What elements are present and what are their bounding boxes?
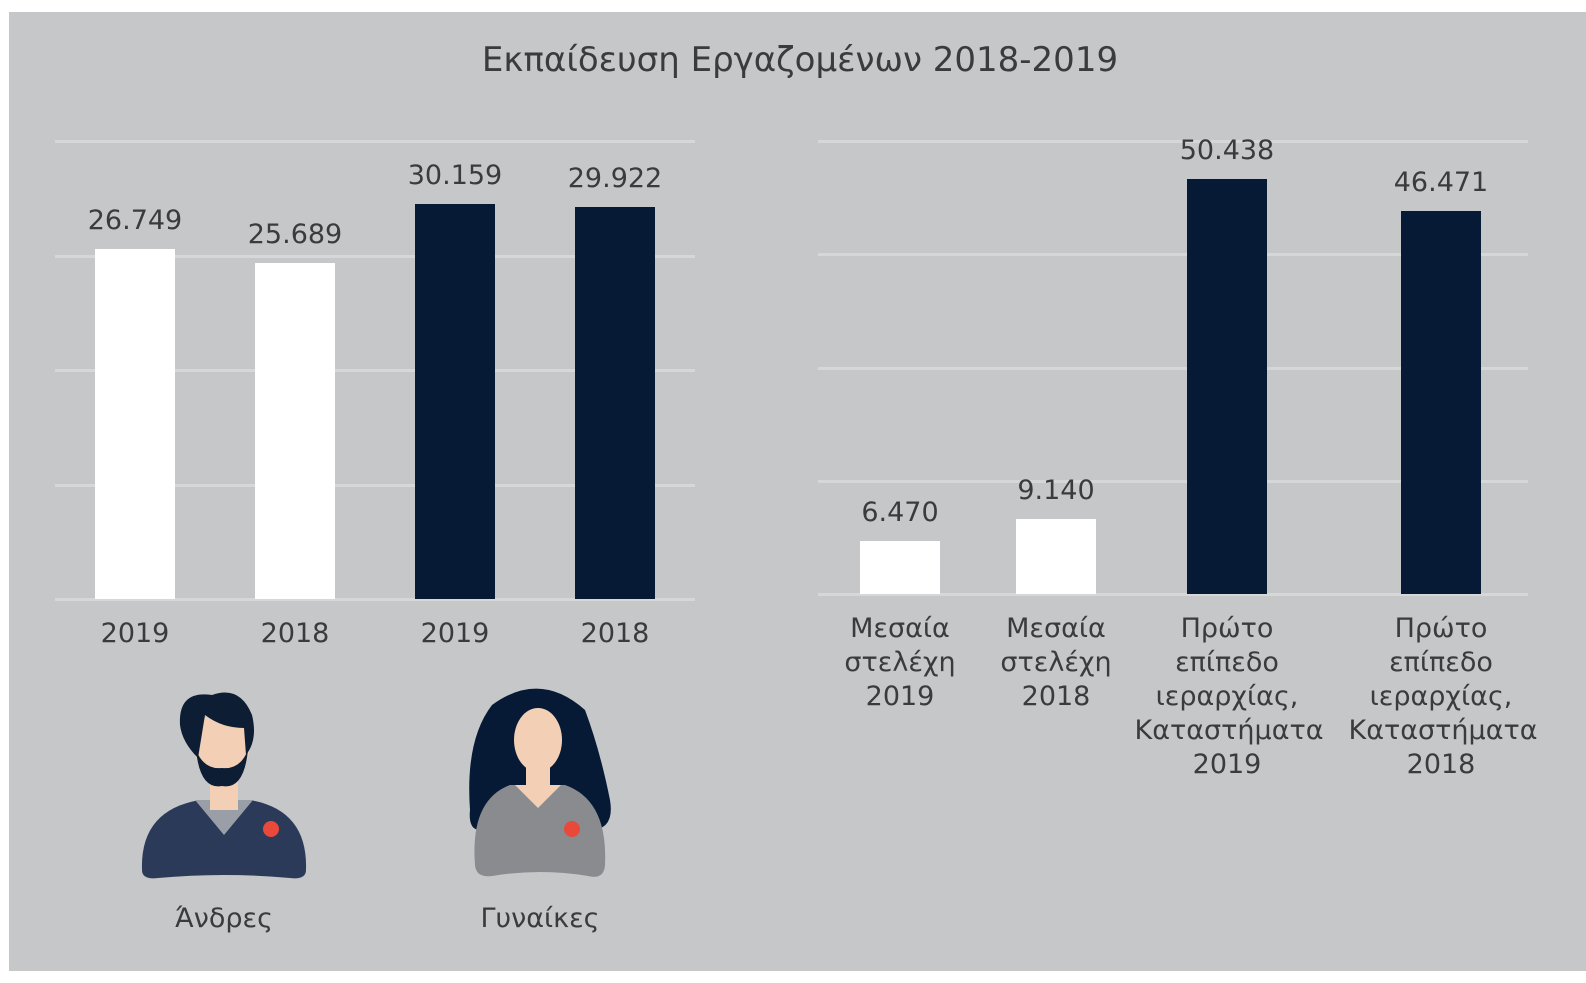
woman-icon (469, 688, 611, 877)
grid-line (55, 598, 695, 601)
grid-line (818, 479, 1528, 483)
x-tick-label: 2019 (420, 618, 490, 649)
value-label: 29.922 (567, 163, 663, 195)
bar (255, 262, 335, 599)
value-label: 25.689 (247, 218, 343, 250)
bar (1016, 518, 1096, 594)
grid-line (55, 369, 695, 372)
value-label: 26.749 (87, 204, 183, 236)
value-label: 9.140 (1017, 474, 1095, 506)
title: Εκπαίδευση Εργαζομένων 2018-2019 (481, 40, 1119, 80)
bar (95, 248, 175, 599)
bar (1187, 178, 1267, 594)
grid-line (55, 483, 695, 487)
x-tick-label: 2018 (260, 618, 330, 649)
x-tick-label: Μεσαία στελέχη 2019 (844, 613, 956, 712)
grid-line (818, 593, 1528, 596)
grid-line (55, 254, 695, 258)
x-tick-label: 2019 (100, 618, 170, 649)
x-tick-label: 2018 (580, 618, 650, 649)
bar (860, 540, 940, 594)
x-tick-label: Μεσαία στελέχη 2018 (1000, 613, 1112, 712)
bar (575, 207, 655, 599)
bar (415, 204, 495, 599)
x-tick-label: Πρώτο επίπεδο ιεραρχίας, Καταστήματα 201… (1134, 613, 1324, 780)
value-label: 46.471 (1393, 167, 1489, 199)
x-tick-label: Πρώτο επίπεδο ιεραρχίας, Καταστήματα 201… (1348, 613, 1538, 780)
grid-line (818, 253, 1528, 257)
value-label: 30.159 (407, 160, 503, 192)
bar (1401, 211, 1481, 594)
grid-line (55, 140, 695, 143)
figure-label: Άνδρες (175, 903, 273, 934)
man-icon (141, 692, 307, 879)
value-label: 6.470 (861, 496, 939, 528)
grid-line (818, 366, 1528, 370)
value-label: 50.438 (1179, 134, 1275, 166)
figure-label: Γυναίκες (480, 903, 600, 934)
grid-line (818, 140, 1528, 143)
